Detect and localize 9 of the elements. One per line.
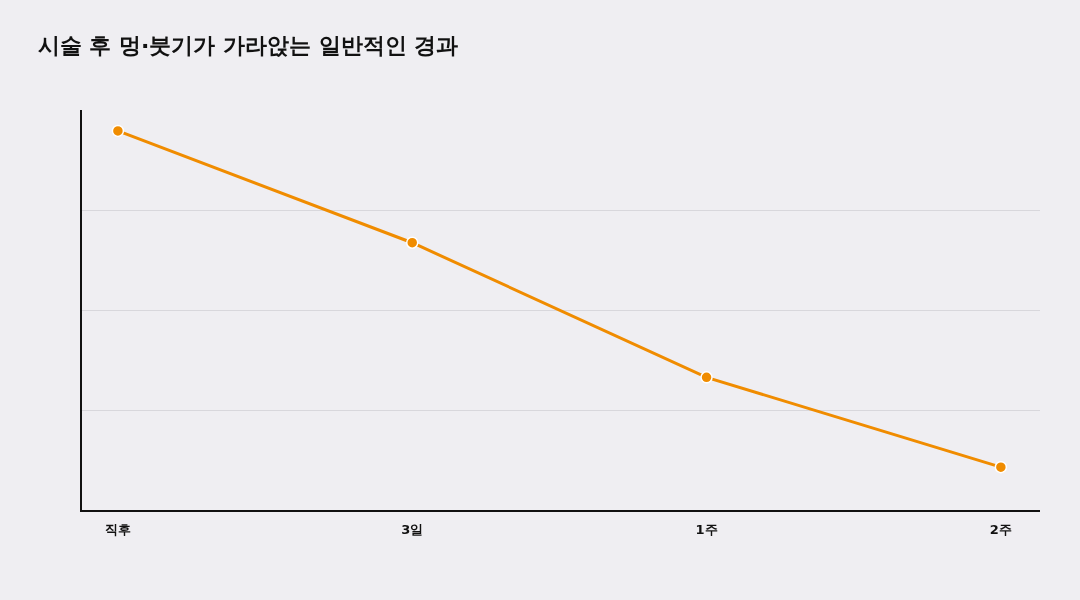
x-tick-label: 3일 xyxy=(401,521,424,537)
point xyxy=(111,124,125,138)
x-tick-label: 1주 xyxy=(695,521,718,537)
point xyxy=(994,460,1008,474)
point xyxy=(405,236,419,249)
chart-title: 시술 후 멍·붓기가 가라앉는 일반적인 경과 xyxy=(37,32,459,58)
point xyxy=(700,371,713,384)
x-tick-label: 직후 xyxy=(104,521,131,537)
x-tick-label: 2주 xyxy=(989,521,1012,537)
